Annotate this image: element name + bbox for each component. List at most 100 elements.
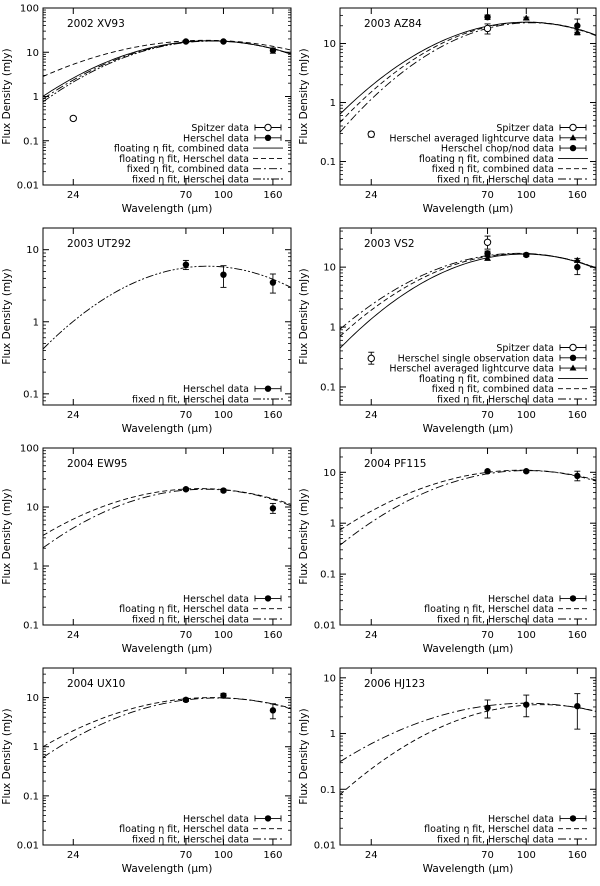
y-tick-label: 1 [330, 519, 336, 530]
legend-label: floating η fit, combined data [419, 154, 554, 165]
x-tick-label: 160 [263, 850, 282, 861]
x-axis-label: Wavelength (μm) [423, 643, 514, 655]
legend-label: floating η fit, Herschel data [119, 604, 249, 615]
data-point [484, 254, 491, 261]
x-tick-label: 70 [180, 410, 193, 421]
fit-line-dashed [340, 469, 596, 531]
legend-label: Herschel data [183, 384, 249, 395]
data-point [483, 238, 492, 246]
fit-line-dashdot [43, 697, 291, 758]
panel-title: 2006 HJ123 [364, 678, 425, 690]
legend-marker [264, 385, 272, 392]
y-tick-label: 0.1 [320, 785, 336, 796]
y-axis-label: Flux Density (mJy) [298, 48, 310, 144]
data-point [574, 22, 581, 29]
data-point [574, 263, 581, 271]
legend-label: Spitzer data [191, 123, 249, 134]
legend-label: floating η fit, Herschel data [119, 824, 249, 835]
y-tick-label: 10 [323, 673, 336, 684]
legend-label: Herschel averaged lightcurve data [389, 133, 554, 144]
fit-line-dashed [340, 253, 596, 337]
data-point [523, 251, 530, 259]
data-point [573, 256, 581, 263]
legend-label: fixed η fit, combined data [127, 164, 249, 175]
panel-title: 2003 AZ84 [364, 18, 422, 30]
legend-label: Herschel data [183, 133, 249, 144]
x-tick-label: 100 [214, 850, 233, 861]
fit-line-dashed [43, 697, 291, 748]
x-tick-label: 160 [263, 190, 282, 201]
legend-marker [264, 134, 272, 141]
data-point [269, 279, 277, 286]
x-tick-label: 24 [365, 410, 378, 421]
panel-title: 2003 VS2 [364, 238, 415, 250]
y-tick-label: 1 [330, 729, 336, 740]
legend-marker [569, 144, 577, 152]
legend-label: floating η fit, Herschel data [119, 154, 249, 165]
x-tick-label: 70 [180, 630, 193, 641]
fit-line-solid [340, 253, 596, 349]
y-tick-label: 0.1 [23, 621, 39, 632]
legend-label: fixed η fit, Herschel data [132, 395, 249, 406]
panel-6: 0.01 0.1 1 10 24 70 100 160 Wavelength (μm) Flux … [298, 447, 597, 655]
x-tick-label: 70 [481, 190, 494, 201]
y-tick-label: 1 [33, 92, 39, 103]
legend-marker [569, 134, 577, 141]
plot-frame [42, 667, 292, 846]
x-tick-label: 24 [67, 630, 80, 641]
legend-label: fixed η fit, Herschel data [437, 175, 554, 186]
fit-line-solid [340, 21, 596, 115]
legend-label: fixed η fit, Herschel data [437, 395, 554, 406]
data-point [523, 468, 530, 475]
fit-line-dashdot [43, 488, 291, 549]
y-tick-label: 1 [33, 742, 39, 753]
legend-label: fixed η fit, combined data [432, 384, 554, 395]
data-point [182, 486, 190, 493]
x-axis-label: Wavelength (μm) [122, 423, 213, 435]
legend-label: Spitzer data [496, 343, 554, 354]
legend-marker [264, 123, 272, 132]
legend-label: Herschel data [488, 594, 554, 605]
data-point [367, 130, 375, 138]
y-tick-label: 0.01 [17, 841, 39, 852]
data-point [484, 250, 491, 257]
legend-marker [264, 815, 272, 822]
legend-label: fixed η fit, combined data [432, 164, 554, 175]
plot-frame [339, 667, 597, 846]
y-tick-label: 0.01 [17, 181, 39, 192]
fit-line-dashdotdot [43, 40, 291, 103]
fit-line-dashdot [43, 40, 291, 100]
legend-label: fixed η fit, Herschel data [132, 175, 249, 186]
data-point [484, 468, 491, 475]
y-tick-label: 10 [323, 468, 336, 479]
x-tick-label: 24 [67, 410, 80, 421]
x-tick-label: 100 [214, 190, 233, 201]
y-axis-label: Flux Density (mJy) [1, 708, 13, 804]
legend-label: Herschel data [183, 594, 249, 605]
y-tick-label: 10 [26, 693, 39, 704]
y-tick-label: 0.1 [320, 570, 336, 581]
y-tick-label: 0.1 [23, 136, 39, 147]
x-axis-label: Wavelength (μm) [423, 423, 514, 435]
x-tick-label: 70 [481, 410, 494, 421]
legend-label: Herschel chop/nod data [441, 144, 554, 155]
x-tick-label: 100 [517, 190, 536, 201]
y-tick-label: 10 [323, 263, 336, 274]
data-point [220, 487, 227, 494]
legend-marker [264, 595, 272, 602]
x-tick-label: 24 [365, 850, 378, 861]
panel-5: 0.1 1 10 100 24 70 100 160 Wavelength (μm) Flux D… [1, 444, 292, 655]
y-tick-label: 100 [20, 444, 39, 455]
data-point [220, 692, 227, 699]
data-point [484, 13, 491, 21]
fit-curves [340, 21, 596, 133]
x-tick-label: 160 [263, 630, 282, 641]
x-tick-label: 24 [67, 850, 80, 861]
y-tick-label: 0.1 [23, 791, 39, 802]
legend-label: floating η fit, combined data [419, 374, 554, 385]
fit-line-dashed [340, 21, 596, 123]
legend-marker [569, 343, 577, 352]
y-tick-label: 10 [26, 245, 39, 256]
x-tick-label: 100 [517, 630, 536, 641]
